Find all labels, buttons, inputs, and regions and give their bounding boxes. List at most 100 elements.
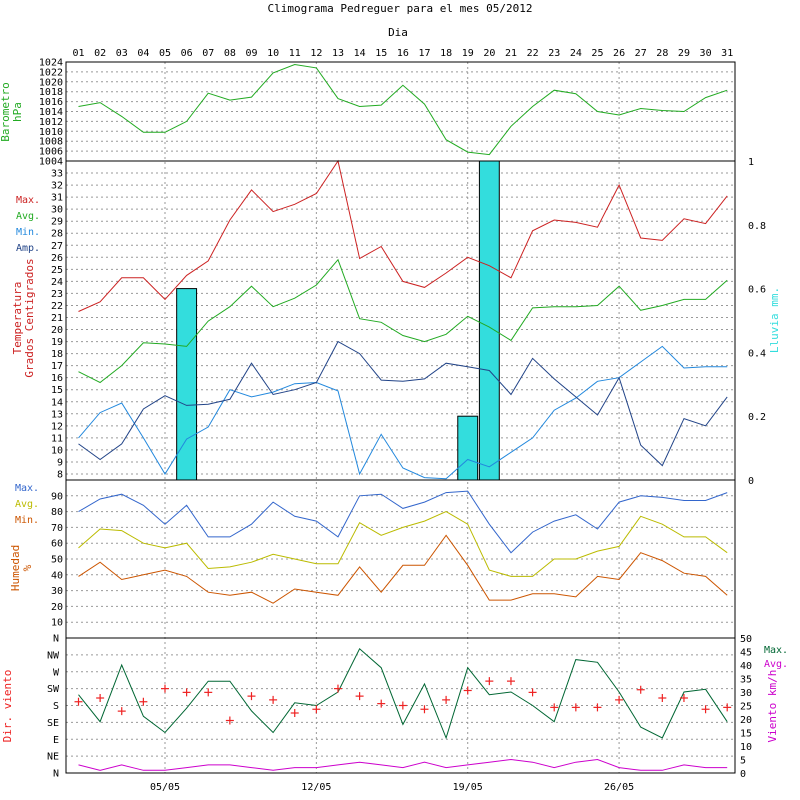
wind-direction-tick-label: E bbox=[53, 735, 59, 746]
humidity-tick-label: 20 bbox=[51, 602, 63, 613]
temperature-tick-label: 9 bbox=[57, 457, 63, 468]
rain-tick-label: 0.2 bbox=[748, 412, 766, 423]
wind-direction-ylabel: Dir. viento bbox=[1, 670, 14, 743]
chart-title: Climograma Pedreguer para el mes 05/2012 bbox=[268, 2, 533, 15]
wind-speed-tick-label: 45 bbox=[740, 648, 752, 659]
rain-tick-label: 0.6 bbox=[748, 285, 766, 296]
humidity-tick-label: 70 bbox=[51, 523, 63, 534]
barometer-tick-label: 1008 bbox=[39, 137, 63, 148]
wind-direction-marker bbox=[528, 688, 537, 697]
day-tick-label: 17 bbox=[418, 48, 430, 59]
day-tick-label: 16 bbox=[397, 48, 409, 59]
wind-direction-marker bbox=[160, 684, 169, 693]
day-tick-label: 14 bbox=[354, 48, 366, 59]
temperature-tick-label: 23 bbox=[51, 289, 63, 300]
rain-tick-label: 0.8 bbox=[748, 221, 766, 232]
wind-speed-tick-label: 20 bbox=[740, 715, 752, 726]
temperature-legend-entry: Max. bbox=[16, 195, 40, 206]
humidity-tick-label: 50 bbox=[51, 555, 63, 566]
humidity-tick-label: 80 bbox=[51, 507, 63, 518]
wind-speed-tick-label: 50 bbox=[740, 634, 752, 645]
temperature-tick-label: 13 bbox=[51, 409, 63, 420]
day-tick-label: 28 bbox=[656, 48, 668, 59]
barometer-tick-label: 1020 bbox=[39, 77, 63, 88]
humidity-legend-entry: Max. bbox=[15, 483, 39, 494]
wind-direction-tick-label: SE bbox=[47, 718, 59, 729]
wind-direction-marker bbox=[658, 694, 667, 702]
temperature-tick-label: 27 bbox=[51, 241, 63, 252]
temperature-tick-label: 11 bbox=[51, 433, 63, 444]
wind-legend-entry: Max. bbox=[764, 645, 788, 656]
wind-direction-marker bbox=[74, 697, 83, 706]
day-tick-label: 06 bbox=[181, 48, 193, 59]
day-tick-label: 10 bbox=[267, 48, 279, 59]
wind-direction-marker bbox=[312, 705, 321, 714]
day-tick-label: 21 bbox=[505, 48, 517, 59]
day-tick-label: 30 bbox=[700, 48, 712, 59]
barometer-tick-label: 1010 bbox=[39, 127, 63, 138]
wind-direction-marker bbox=[571, 703, 580, 712]
rain-bar bbox=[457, 415, 479, 481]
wind-speed-tick-label: 10 bbox=[740, 742, 752, 753]
rain-bar bbox=[176, 288, 198, 481]
humidity-tick-label: 40 bbox=[51, 570, 63, 581]
wind-direction-marker bbox=[636, 685, 645, 694]
barometer-tick-label: 1014 bbox=[39, 107, 63, 118]
temperature-legend-entry: Min. bbox=[16, 227, 40, 238]
wind-direction-marker bbox=[96, 694, 105, 702]
temperature-tick-label: 31 bbox=[51, 193, 63, 204]
wind-direction-marker bbox=[377, 699, 386, 708]
wind-direction-marker bbox=[701, 705, 710, 714]
temperature-tick-label: 32 bbox=[51, 181, 63, 192]
temperature-tick-label: 10 bbox=[51, 445, 63, 456]
wind-direction-tick-label: SW bbox=[47, 684, 60, 695]
barometer-tick-label: 1004 bbox=[39, 157, 63, 168]
day-tick-label: 04 bbox=[137, 48, 149, 59]
barometer-tick-label: 1012 bbox=[39, 117, 63, 128]
wind-direction-marker bbox=[269, 695, 278, 704]
day-tick-label: 12 bbox=[310, 48, 322, 59]
day-tick-label: 26 bbox=[613, 48, 625, 59]
temperature-tick-label: 28 bbox=[51, 229, 63, 240]
wind-direction-marker bbox=[117, 707, 126, 716]
wind-direction-marker bbox=[398, 701, 407, 710]
barometer-tick-label: 1006 bbox=[39, 147, 63, 158]
day-tick-label: 25 bbox=[591, 48, 603, 59]
barometer-ylabel-line1: Barometro bbox=[0, 82, 12, 142]
wind-avg-line bbox=[78, 758, 728, 771]
barometer-tick-label: 1022 bbox=[39, 67, 63, 78]
wind-direction-marker bbox=[204, 688, 213, 697]
day-tick-label: 18 bbox=[440, 48, 452, 59]
day-tick-label: 01 bbox=[72, 48, 84, 59]
wind-direction-tick-label: NW bbox=[47, 650, 60, 661]
wind-direction-marker bbox=[182, 688, 191, 697]
wind-speed-tick-label: 35 bbox=[740, 675, 752, 686]
temperature-max-line bbox=[78, 159, 728, 312]
temperature-legend-entry: Amp. bbox=[16, 243, 40, 254]
temperature-avg-line bbox=[78, 258, 728, 384]
day-tick-label: 09 bbox=[245, 48, 257, 59]
wind-max-line bbox=[78, 647, 728, 740]
temperature-ylabel-line1: Temperatura bbox=[11, 282, 24, 355]
wind-speed-tick-label: 15 bbox=[740, 729, 752, 740]
temperature-tick-label: 14 bbox=[51, 397, 63, 408]
wind-direction-marker bbox=[723, 703, 732, 712]
temperature-tick-label: 20 bbox=[51, 325, 63, 336]
day-tick-label: 08 bbox=[224, 48, 236, 59]
wind-speed-ylabel: Viento km/h bbox=[766, 670, 779, 743]
temperature-tick-label: 30 bbox=[51, 205, 63, 216]
day-tick-label: 27 bbox=[635, 48, 647, 59]
day-tick-label: 23 bbox=[548, 48, 560, 59]
humidity-tick-label: 10 bbox=[51, 618, 63, 629]
humidity-avg-line bbox=[78, 511, 728, 577]
day-tick-label: 15 bbox=[375, 48, 387, 59]
wind-direction-marker bbox=[333, 684, 342, 693]
temperature-tick-label: 19 bbox=[51, 337, 63, 348]
temperature-amp-line bbox=[78, 340, 728, 467]
week-tick-label: 12/05 bbox=[301, 782, 331, 793]
temperature-tick-label: 16 bbox=[51, 373, 63, 384]
wind-direction-marker bbox=[420, 705, 429, 714]
day-tick-label: 24 bbox=[570, 48, 582, 59]
